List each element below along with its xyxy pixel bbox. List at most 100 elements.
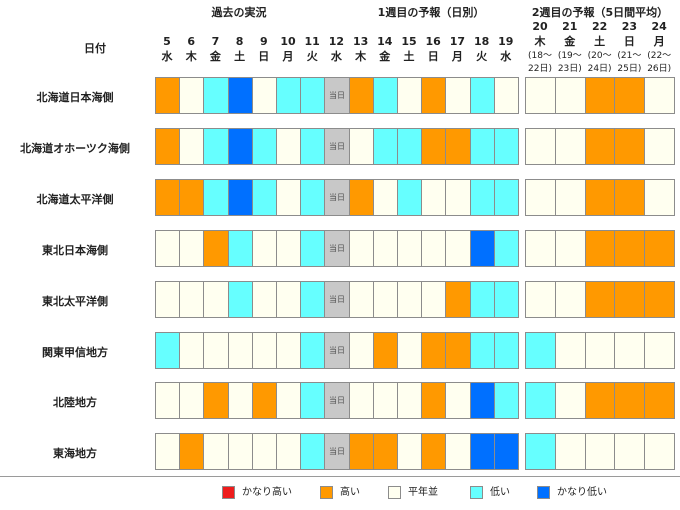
day-header-17: 17 月 [445,34,469,64]
weekday: 日 [427,50,439,63]
day-number: 20 [532,20,548,33]
week2-cell [525,179,556,216]
forecast-cell [397,332,423,369]
range-end: 22日) [528,64,552,74]
section-title-week2: 2週目の予報（5日間平均） [531,6,669,19]
forecast-cell [348,332,374,369]
forecast-cell [372,281,398,318]
region-label: 東北日本海側 [42,244,108,257]
day-header-19: 19 水 [494,34,518,64]
forecast-cell [372,332,398,369]
forecast-cell [203,230,229,267]
week2-header-24: 24 月 [647,19,671,49]
section-title-week1: 1週目の予報（日別） [377,6,485,19]
forecast-cell [397,281,423,318]
legend-divider [0,476,680,477]
forecast-cell [372,179,398,216]
week2-cell [525,281,556,318]
today-cell: 当日 [324,433,350,470]
day-number: 21 [562,20,578,33]
region-label: 東海地方 [53,447,97,460]
forecast-cell [445,433,471,470]
forecast-cell [203,281,229,318]
week2-range: (21～ 25日) [614,50,644,76]
forecast-cell [372,433,398,470]
weekday: 水 [161,50,173,63]
week2-cell [644,382,675,419]
region-label: 北海道オホーツク海側 [20,142,130,155]
range-start: (18～ [528,51,552,61]
week2-cell [644,230,675,267]
forecast-cell [348,230,374,267]
weekday: 金 [379,50,391,63]
legend-swatch-l [470,486,483,499]
weekday: 日 [623,35,635,48]
weekday: 水 [330,50,342,63]
forecast-cell [397,77,423,114]
day-header-18: 18 火 [470,34,494,64]
forecast-cell [421,179,447,216]
week2-cell [554,332,586,369]
day-number: 5 [163,35,171,48]
forecast-cell [276,230,302,267]
forecast-cell [300,332,326,369]
forecast-cell [348,77,374,114]
forecast-cell [203,433,229,470]
forecast-cell [251,128,277,165]
day-number: 17 [449,35,466,48]
range-start: (19～ [557,51,582,61]
week2-range: (20～ 24日) [585,50,615,76]
week2-cell [584,128,616,165]
forecast-cell [227,128,253,165]
day-header-15: 15 土 [397,34,421,64]
forecast-cell [227,281,253,318]
forecast-cell [421,332,447,369]
day-number: 9 [259,35,268,48]
region-label: 北海道太平洋側 [36,193,114,206]
forecast-cell [397,382,423,419]
weekday: 金 [564,35,576,48]
forecast-cell [493,332,519,369]
weekday: 火 [306,50,318,63]
forecast-cell [276,382,302,419]
week2-cell [584,281,616,318]
forecast-cell [445,179,471,216]
day-number: 6 [187,35,196,48]
forecast-cell [276,332,302,369]
week2-cell [525,332,556,369]
day-number: 7 [211,35,220,48]
week2-range: (19～ 23日) [555,50,585,76]
week2-cell [584,179,616,216]
forecast-cell [155,179,181,216]
forecast-cell [203,128,229,165]
forecast-cell [300,281,326,318]
section-title-past: 過去の実況 [211,6,267,19]
day-header-11: 11 火 [300,34,324,64]
forecast-cell [397,433,423,470]
region-label: 関東甲信地方 [42,346,108,359]
forecast-cell [493,281,519,318]
day-number: 13 [352,35,369,48]
range-start: (20～ [587,51,612,61]
forecast-cell [203,179,229,216]
forecast-cell [227,77,253,114]
forecast-cell [493,77,519,114]
week2-range: (18～ 22日) [525,50,555,76]
day-number: 14 [377,35,393,48]
week2-cell [644,433,675,470]
week2-cell [554,281,586,318]
week2-cell [614,230,646,267]
today-cell: 当日 [324,230,350,267]
week2-cell [525,77,556,114]
day-number: 8 [235,35,244,48]
day-header-10: 10 月 [276,34,300,64]
forecast-cell [372,77,398,114]
forecast-cell [397,230,423,267]
day-number: 22 [591,20,608,33]
day-number: 24 [651,20,667,33]
legend-label: 高い [340,487,360,498]
forecast-cell [421,281,447,318]
forecast-cell [203,332,229,369]
